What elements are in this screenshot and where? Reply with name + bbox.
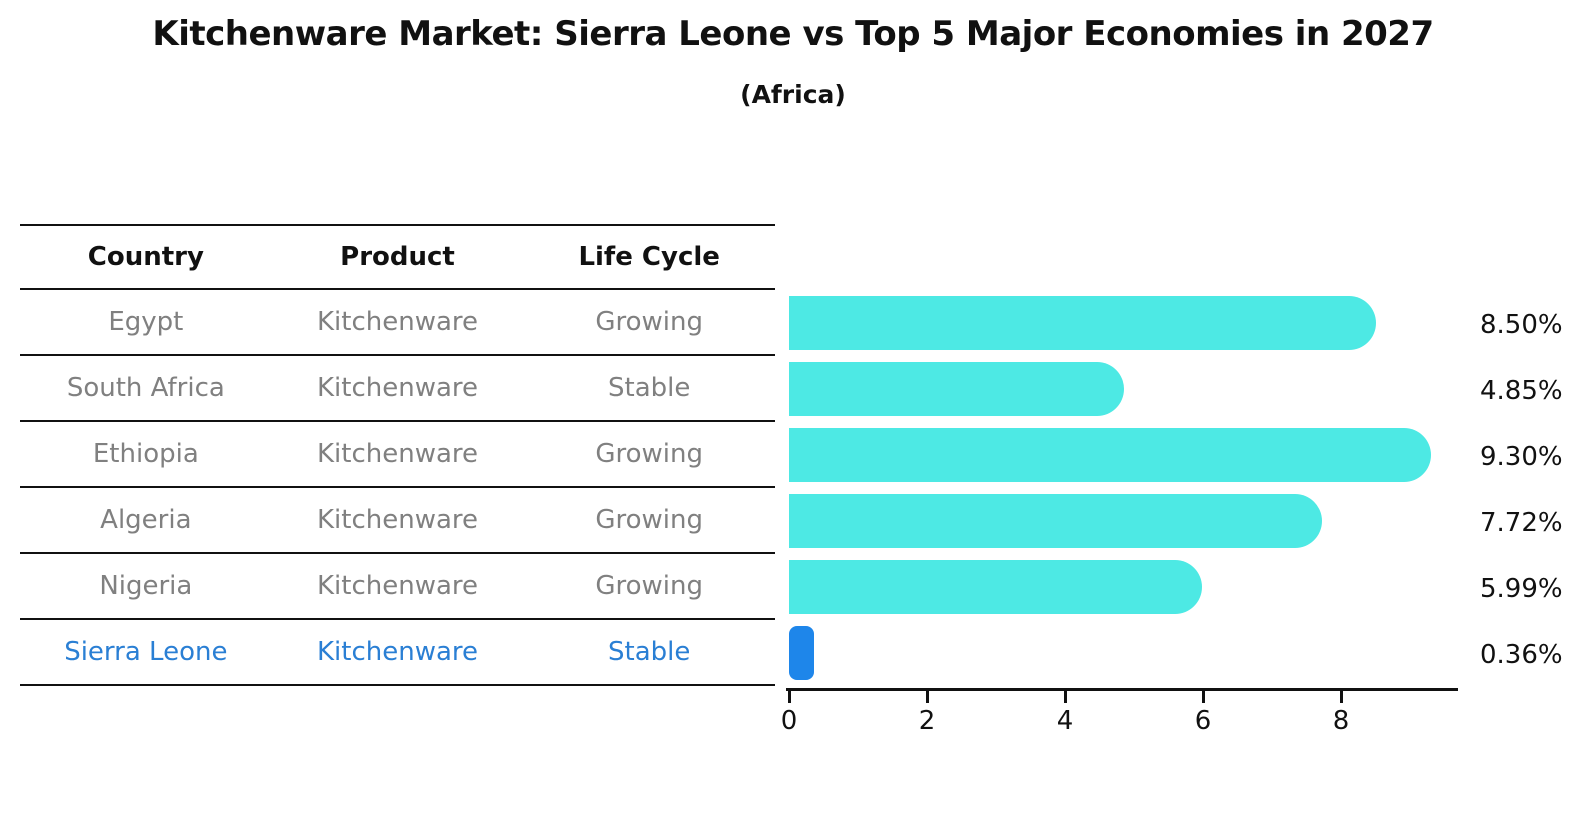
bar-value-label: 4.85%	[1480, 376, 1563, 406]
bar-value-label: 7.72%	[1480, 508, 1563, 538]
table-header-product: Product	[340, 242, 455, 272]
table-cell-country: Sierra Leone	[64, 637, 228, 667]
table-cell-life-cycle: Growing	[595, 307, 703, 337]
table-cell-life-cycle: Growing	[595, 505, 703, 535]
table-row: Sierra Leone Kitchenware Stable	[20, 620, 775, 686]
bar-value-label: 0.36%	[1480, 640, 1563, 670]
bar-sierra-leone-highlight	[789, 626, 814, 680]
table-cell-product: Kitchenware	[316, 373, 479, 403]
table-header-row: Country Product Life Cycle	[20, 224, 775, 290]
table-cell-product: Kitchenware	[316, 505, 479, 535]
x-tick-mark	[1201, 691, 1205, 703]
x-tick-label: 6	[1194, 706, 1212, 736]
table-cell-life-cycle: Stable	[608, 373, 691, 403]
country-table: Country Product Life Cycle Egypt Kitchenw…	[20, 224, 775, 686]
table-row: Ethiopia Kitchenware Growing	[20, 422, 775, 488]
table-cell-country: Nigeria	[99, 571, 193, 601]
x-tick-label: 2	[918, 706, 936, 736]
table-cell-life-cycle: Growing	[595, 439, 703, 469]
x-axis-line	[786, 688, 1458, 691]
x-tick-label: 4	[1056, 706, 1074, 736]
x-tick-mark	[1339, 691, 1343, 703]
table-cell-country: Ethiopia	[92, 439, 199, 469]
table-body: Egypt Kitchenware Growing South Africa Kitch…	[20, 290, 775, 686]
bar-nigeria	[789, 560, 1203, 614]
x-tick-mark	[1063, 691, 1067, 703]
table-row: Algeria Kitchenware Growing	[20, 488, 775, 554]
table-cell-product: Kitchenware	[316, 439, 479, 469]
table-header-country: Country	[87, 242, 204, 272]
bar-egypt	[789, 296, 1376, 350]
bar-value-label: 9.30%	[1480, 442, 1563, 472]
bar-algeria	[789, 494, 1322, 548]
x-tick-mark	[925, 691, 929, 703]
table-cell-country: Algeria	[100, 505, 192, 535]
table-cell-product: Kitchenware	[316, 571, 479, 601]
table-cell-product: Kitchenware	[316, 637, 479, 667]
table-row: Nigeria Kitchenware Growing	[20, 554, 775, 620]
bar-value-label: 8.50%	[1480, 310, 1563, 340]
bar-value-label: 5.99%	[1480, 574, 1563, 604]
chart-subtitle: (Africa)	[740, 80, 846, 109]
x-tick-mark	[787, 691, 791, 703]
x-tick-label: 8	[1332, 706, 1350, 736]
table-cell-country: Egypt	[108, 307, 184, 337]
bar-ethiopia	[789, 428, 1431, 482]
table-header-life-cycle: Life Cycle	[578, 242, 720, 272]
table-row: South Africa Kitchenware Stable	[20, 356, 775, 422]
x-tick-label: 0	[780, 706, 798, 736]
table-cell-life-cycle: Growing	[595, 571, 703, 601]
table-row: Egypt Kitchenware Growing	[20, 290, 775, 356]
chart-title: Kitchenware Market: Sierra Leone vs Top …	[152, 14, 1434, 54]
table-cell-life-cycle: Stable	[608, 637, 691, 667]
table-cell-country: South Africa	[66, 373, 225, 403]
table-cell-product: Kitchenware	[316, 307, 479, 337]
bar-south-africa	[789, 362, 1124, 416]
